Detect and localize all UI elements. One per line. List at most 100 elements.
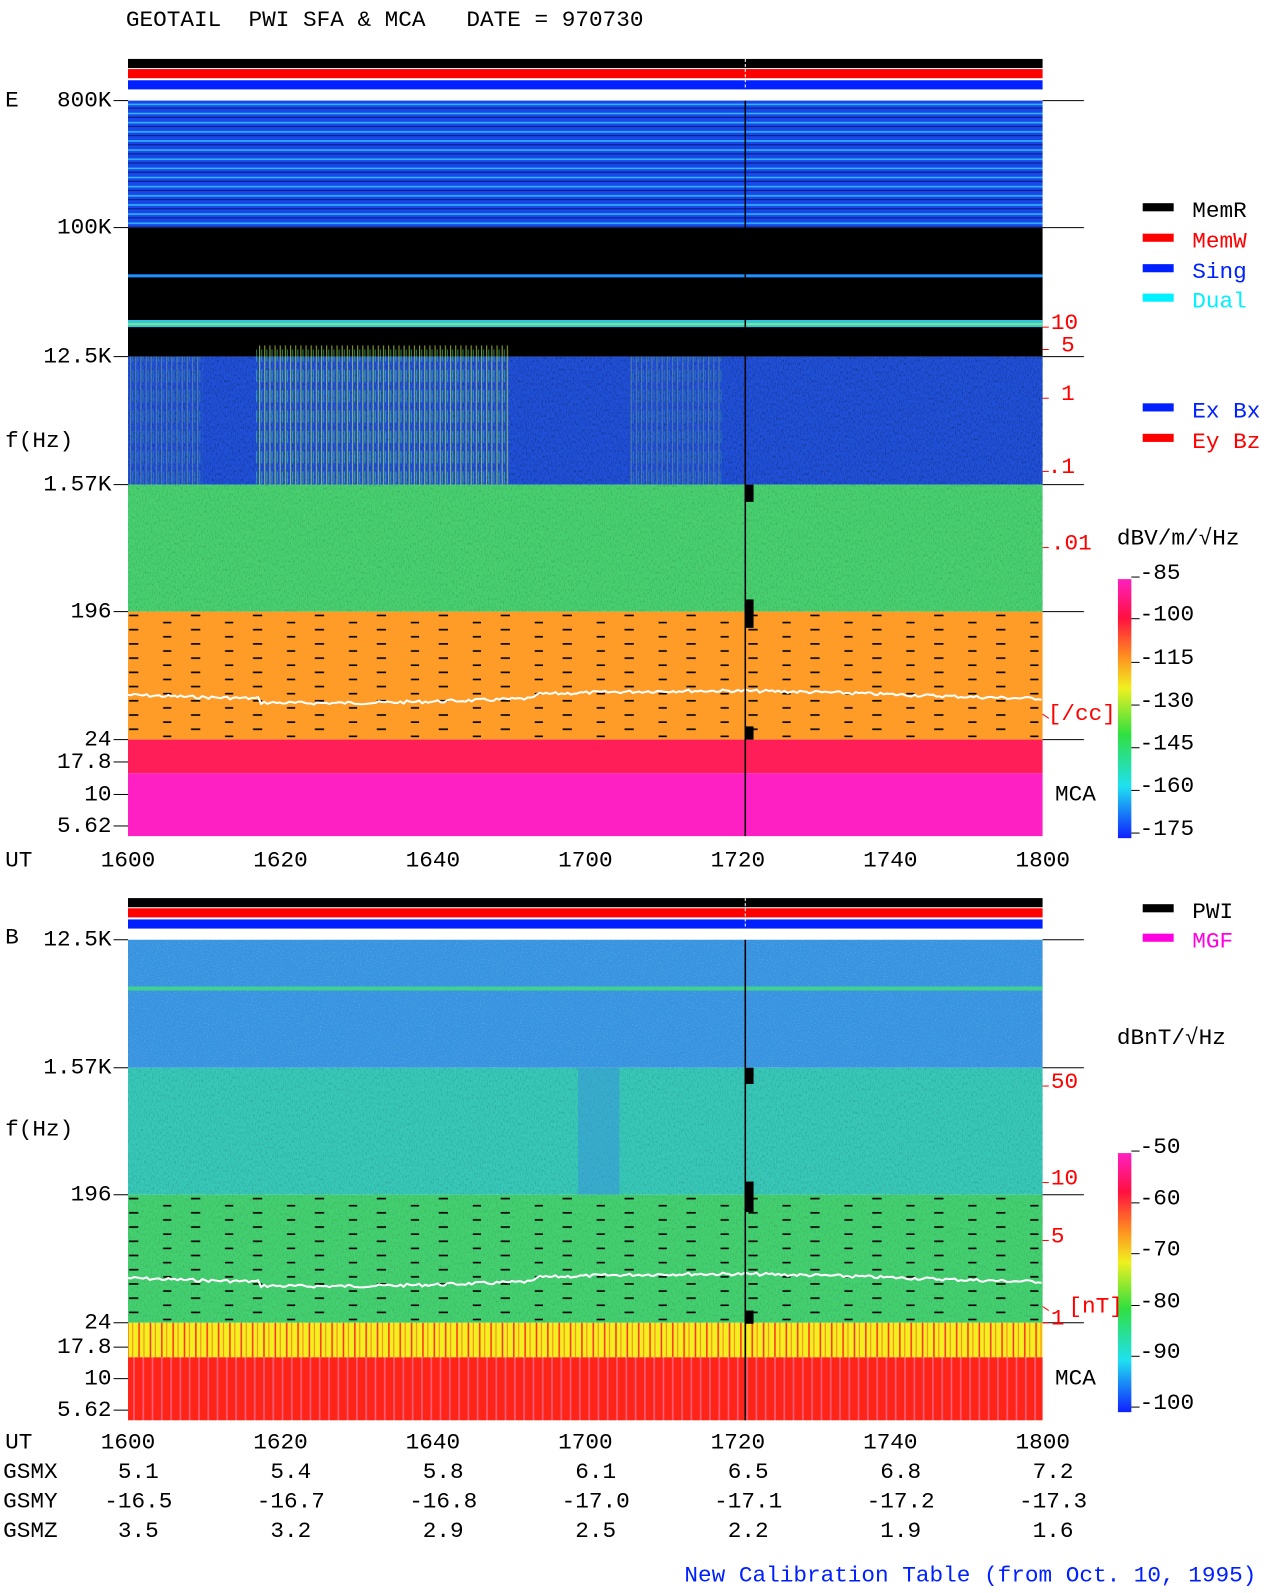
colorbar-tick-label: -130 <box>1140 688 1194 714</box>
density-label: 10 <box>1051 1166 1078 1192</box>
x-tick-label: 1620 <box>253 1430 307 1456</box>
x-axis-label: UT <box>5 848 32 874</box>
x-tick-label: 1640 <box>406 848 460 874</box>
orbit-value: -17.1 <box>714 1489 782 1515</box>
colorbar-tick-label: -160 <box>1140 773 1194 799</box>
colorbar-tick-label: -115 <box>1140 645 1194 671</box>
y-tick-label: 17.8 <box>57 1334 111 1360</box>
colorbar-tick-label: -50 <box>1140 1134 1181 1160</box>
orbit-row-name: GSMX <box>3 1459 58 1485</box>
legend-label: MemW <box>1192 229 1247 255</box>
y-tick-label: 196 <box>71 1182 112 1208</box>
y-tick-label: 24 <box>84 727 111 753</box>
x-tick-label: 1800 <box>1016 848 1070 874</box>
legend-swatch <box>1142 203 1174 212</box>
x-tick-label: 1600 <box>101 1430 155 1456</box>
orbit-value: 1.9 <box>880 1518 921 1544</box>
y-tick-label: 800K <box>57 88 112 114</box>
legend-label: Sing <box>1192 259 1246 285</box>
y-tick-label: 1.57K <box>43 1055 112 1081</box>
colorbar-tick-label: -70 <box>1140 1237 1181 1263</box>
legend-swatch <box>1142 433 1174 442</box>
orbit-value: -17.0 <box>562 1489 630 1515</box>
legend-label: MGF <box>1192 929 1233 955</box>
y-tick-label: 17.8 <box>57 749 111 775</box>
x-tick-label: 1640 <box>406 1430 460 1456</box>
panel-label: B <box>5 925 19 951</box>
colorbar-tick-label: -85 <box>1140 560 1181 586</box>
y-tick-label: 12.5K <box>43 344 112 370</box>
legend-swatch <box>1142 904 1174 913</box>
orbit-row-name: GSMZ <box>3 1518 57 1544</box>
colorbar-tick-label: -80 <box>1140 1288 1181 1314</box>
footer: New Calibration Table (from Oct. 10, 199… <box>684 1563 1256 1589</box>
density-label: 5 <box>1051 1223 1065 1249</box>
legend-swatch <box>1142 403 1174 412</box>
x-tick-label: 1800 <box>1016 1430 1070 1456</box>
legend-swatch <box>1142 264 1174 273</box>
orbit-value: 1.6 <box>1033 1518 1074 1544</box>
colorbar-tick-label: -60 <box>1140 1186 1181 1212</box>
mca-label: MCA <box>1055 1366 1096 1392</box>
legend-label: Ex Bx <box>1192 399 1260 425</box>
density-tick <box>1042 1306 1050 1311</box>
x-tick-label: 1740 <box>863 848 917 874</box>
orbit-value: 6.1 <box>575 1459 616 1485</box>
title: GEOTAIL PWI SFA & MCA DATE = 970730 <box>126 7 644 33</box>
legend-label: MemR <box>1192 198 1246 224</box>
orbit-value: 5.1 <box>118 1459 159 1485</box>
orbit-value: -16.7 <box>257 1489 325 1515</box>
x-tick-label: 1620 <box>253 848 307 874</box>
x-tick-label: 1600 <box>101 848 155 874</box>
density-label: 5 <box>1061 332 1075 358</box>
x-tick-label: 1740 <box>863 1430 917 1456</box>
orbit-value: -17.2 <box>867 1489 935 1515</box>
orbit-value: 3.5 <box>118 1518 159 1544</box>
colorbar-unit: dBV/m/√Hz <box>1117 526 1240 552</box>
density-label: .01 <box>1051 531 1092 557</box>
x-axis-label: UT <box>5 1430 32 1456</box>
legend-swatch <box>1142 233 1174 242</box>
density-tick <box>1042 713 1050 719</box>
orbit-value: 3.2 <box>270 1518 311 1544</box>
orbit-value: 2.5 <box>575 1518 616 1544</box>
x-tick-label: 1700 <box>558 848 612 874</box>
colorbar-tick-label: -90 <box>1140 1339 1181 1365</box>
y-tick-label: 196 <box>71 599 112 625</box>
y-tick-label: 24 <box>84 1310 111 1336</box>
density-label: .1 <box>1048 454 1075 480</box>
colorbar-e <box>1117 579 1132 839</box>
colorbar-tick-label: -100 <box>1140 1390 1194 1416</box>
colorbar-tick-label: -100 <box>1140 602 1194 628</box>
orbit-value: 7.2 <box>1033 1459 1074 1485</box>
orbit-value: 6.8 <box>880 1459 921 1485</box>
orbit-value: -16.8 <box>409 1489 477 1515</box>
orbit-value: 2.2 <box>728 1518 769 1544</box>
x-tick-label: 1720 <box>711 848 765 874</box>
y-tick-label: 12.5K <box>43 927 112 953</box>
y-tick-label: 100K <box>57 215 112 241</box>
orbit-value: 5.4 <box>270 1459 311 1485</box>
colorbar-unit: dBnT/√Hz <box>1117 1025 1226 1051</box>
x-tick-label: 1700 <box>558 1430 612 1456</box>
spectrogram-b <box>127 898 1043 1421</box>
orbit-value: -17.3 <box>1019 1489 1087 1515</box>
orbit-value: 6.5 <box>728 1459 769 1485</box>
y-tick-label: 5.62 <box>57 813 111 839</box>
density-label: 10 <box>1051 310 1078 336</box>
spectrogram-e <box>127 58 1043 837</box>
y-tick-label: 10 <box>84 1366 111 1392</box>
orbit-value: 5.8 <box>423 1459 464 1485</box>
orbit-row-name: GSMY <box>3 1489 58 1515</box>
density-label: 50 <box>1051 1069 1078 1095</box>
orbit-value: -16.5 <box>104 1489 172 1515</box>
y-axis-label: f(Hz) <box>5 1117 73 1143</box>
legend-label: Ey Bz <box>1192 429 1260 455</box>
legend-label: Dual <box>1192 289 1246 315</box>
density-label: 1 <box>1051 1306 1065 1332</box>
density-label: 1 <box>1061 381 1075 407</box>
colorbar-b <box>1117 1153 1132 1413</box>
colorbar-tick-label: -145 <box>1140 731 1194 757</box>
density-label: [nT] <box>1068 1294 1122 1320</box>
